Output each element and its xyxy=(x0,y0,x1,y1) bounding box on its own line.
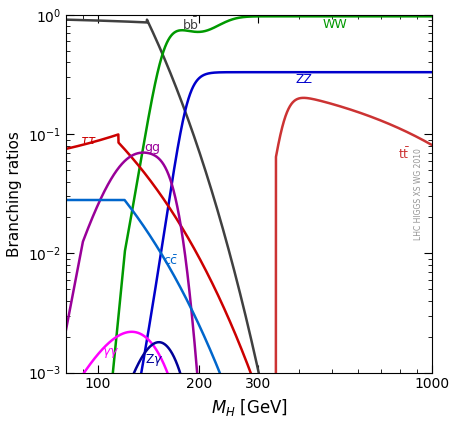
Text: WW: WW xyxy=(323,17,348,31)
Text: Z$\gamma$: Z$\gamma$ xyxy=(145,352,163,368)
X-axis label: $M_H$ [GeV]: $M_H$ [GeV] xyxy=(211,397,287,418)
Text: gg: gg xyxy=(144,141,160,154)
Text: t$\bar{\rm t}$: t$\bar{\rm t}$ xyxy=(398,146,410,162)
Text: LHC HIGGS XS WG 2010: LHC HIGGS XS WG 2010 xyxy=(414,148,423,240)
Text: $\gamma\gamma$: $\gamma\gamma$ xyxy=(102,346,120,360)
Y-axis label: Branching ratios: Branching ratios xyxy=(7,131,22,257)
Text: c$\bar{\rm c}$: c$\bar{\rm c}$ xyxy=(163,255,178,268)
Text: ZZ: ZZ xyxy=(296,73,313,85)
Text: $\tau\tau$: $\tau\tau$ xyxy=(80,134,96,147)
Text: b$\bar{\rm b}$: b$\bar{\rm b}$ xyxy=(182,16,199,33)
